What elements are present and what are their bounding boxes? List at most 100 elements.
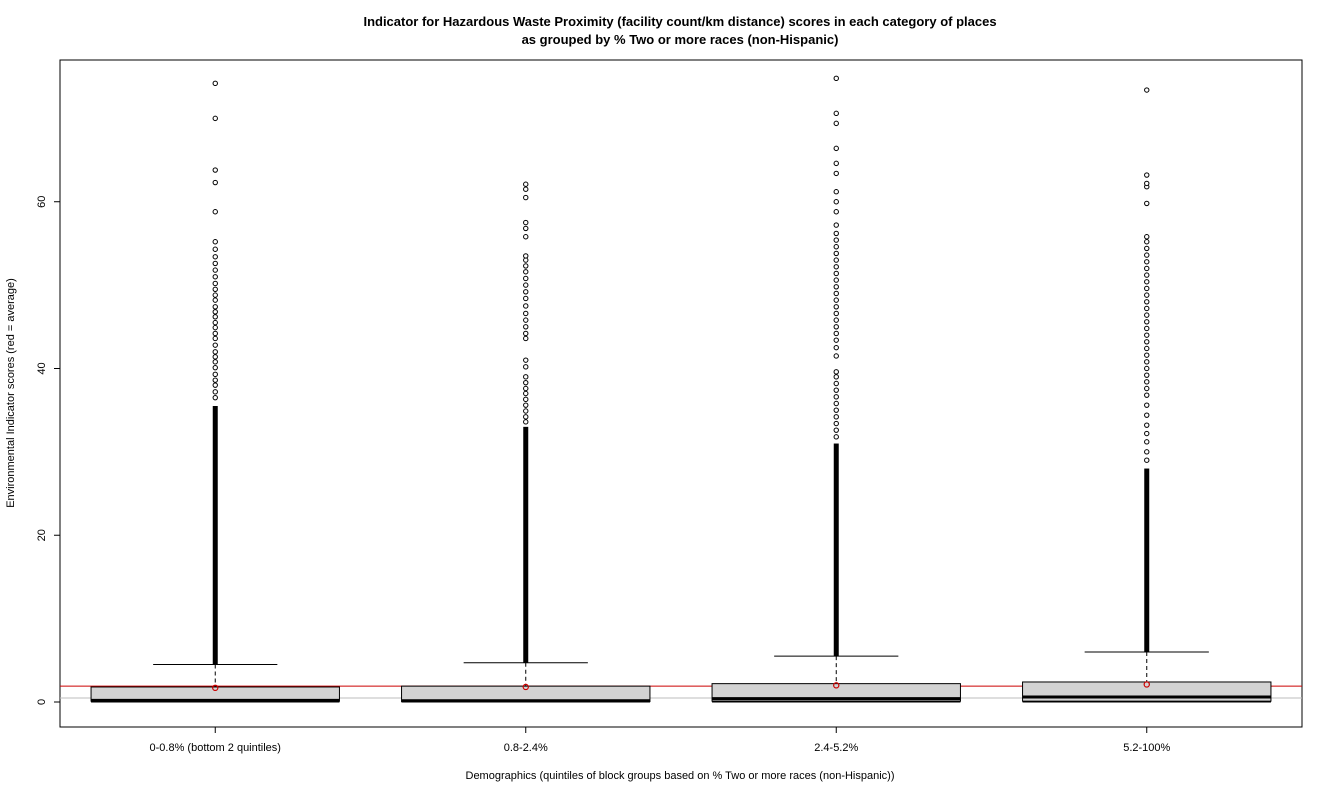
outlier-point xyxy=(212,371,218,378)
outlier-point xyxy=(212,280,218,287)
outlier-point xyxy=(523,364,529,370)
outlier-point xyxy=(212,267,218,273)
outlier-point xyxy=(833,110,839,117)
outlier-point xyxy=(212,382,218,388)
outlier-point xyxy=(523,414,529,420)
outlier-point xyxy=(833,297,839,303)
box-4 xyxy=(1022,87,1272,703)
outlier-point xyxy=(833,407,839,413)
outlier-point xyxy=(523,282,529,288)
outlier-point xyxy=(523,310,529,317)
outlier-point xyxy=(833,230,839,237)
outlier-point xyxy=(1144,234,1150,240)
outlier-point xyxy=(1144,252,1150,258)
outlier-point xyxy=(212,254,218,260)
outlier-point xyxy=(523,219,529,226)
outlier-point xyxy=(833,160,839,167)
outlier-point xyxy=(1144,259,1150,265)
outlier-point xyxy=(212,239,218,245)
outlier-point xyxy=(212,359,218,365)
outlier-point xyxy=(212,314,218,320)
outlier-point xyxy=(1144,392,1150,398)
outlier-point xyxy=(1144,172,1150,178)
box-1 xyxy=(90,80,340,703)
outlier-point xyxy=(523,194,529,201)
outlier-point xyxy=(833,317,839,323)
outlier-point xyxy=(212,274,218,280)
outlier-point xyxy=(833,420,839,427)
outlier-point xyxy=(523,402,529,408)
outlier-point xyxy=(212,330,218,337)
outlier-point xyxy=(1144,402,1150,408)
outlier-point xyxy=(833,270,839,277)
outlier-point xyxy=(212,80,218,87)
outlier-point xyxy=(833,427,839,433)
outlier-point xyxy=(212,309,218,315)
outlier-point xyxy=(833,344,839,351)
box-rect xyxy=(711,683,961,702)
outlier-point xyxy=(1144,345,1150,352)
outlier-point xyxy=(1144,325,1150,332)
outlier-point xyxy=(212,319,218,326)
outlier-point xyxy=(1144,272,1150,278)
outlier-point xyxy=(523,234,529,240)
outlier-point xyxy=(212,364,218,371)
y-tick-label: 0 xyxy=(36,699,48,705)
outlier-point xyxy=(833,400,839,407)
outlier-point xyxy=(523,335,529,342)
outlier-point xyxy=(212,324,218,331)
outlier-point xyxy=(833,244,839,250)
outlier-point xyxy=(1144,292,1150,298)
outlier-point xyxy=(833,189,839,195)
outlier-point xyxy=(833,250,839,257)
outlier-point xyxy=(833,380,839,387)
outlier-point xyxy=(212,115,218,122)
outlier-point xyxy=(523,225,529,232)
outlier-point xyxy=(1144,312,1150,318)
outlier-point xyxy=(833,199,839,205)
outlier-point xyxy=(523,390,529,397)
outlier-point xyxy=(1144,457,1150,463)
outlier-point xyxy=(212,179,218,186)
outlier-point xyxy=(1144,299,1150,305)
outlier-point xyxy=(1144,279,1150,285)
outlier-point xyxy=(212,167,218,173)
outlier-point xyxy=(1144,412,1150,418)
outlier-point xyxy=(523,330,529,337)
box-2 xyxy=(401,181,651,703)
outlier-point xyxy=(833,120,839,127)
outlier-point xyxy=(1144,439,1150,445)
x-tick-label: 0.8-2.4% xyxy=(504,742,548,754)
outlier-point xyxy=(212,292,218,298)
outlier-point xyxy=(833,145,839,152)
outlier-point xyxy=(1144,87,1150,93)
outlier-point xyxy=(833,170,839,177)
outlier-point xyxy=(833,284,839,290)
dense-outliers xyxy=(1144,468,1150,652)
outlier-point xyxy=(523,289,529,295)
y-tick-label: 60 xyxy=(36,196,48,208)
outlier-point xyxy=(212,389,218,395)
y-axis: 0 20 40 60 xyxy=(36,196,60,705)
outlier-point xyxy=(1144,422,1150,428)
outlier-point xyxy=(833,222,839,228)
outlier-point xyxy=(833,264,839,270)
outlier-point xyxy=(1144,200,1150,207)
outlier-point xyxy=(212,377,218,383)
mean-point xyxy=(1143,681,1150,688)
box-3 xyxy=(711,75,961,703)
outlier-point xyxy=(833,330,839,337)
outlier-point xyxy=(212,260,218,267)
x-tick-label: 5.2-100% xyxy=(1123,742,1170,754)
outlier-point xyxy=(212,286,218,292)
outlier-point xyxy=(833,310,839,317)
outlier-point xyxy=(1144,359,1150,365)
dense-outliers xyxy=(212,406,218,665)
outlier-point xyxy=(212,354,218,360)
outlier-point xyxy=(212,297,218,303)
outlier-point xyxy=(212,246,218,252)
outlier-point xyxy=(523,408,529,414)
x-axis: 0-0.8% (bottom 2 quintiles) 0.8-2.4% 2.4-5… xyxy=(150,727,1171,754)
outlier-point xyxy=(523,253,529,259)
outlier-point xyxy=(1144,180,1150,187)
